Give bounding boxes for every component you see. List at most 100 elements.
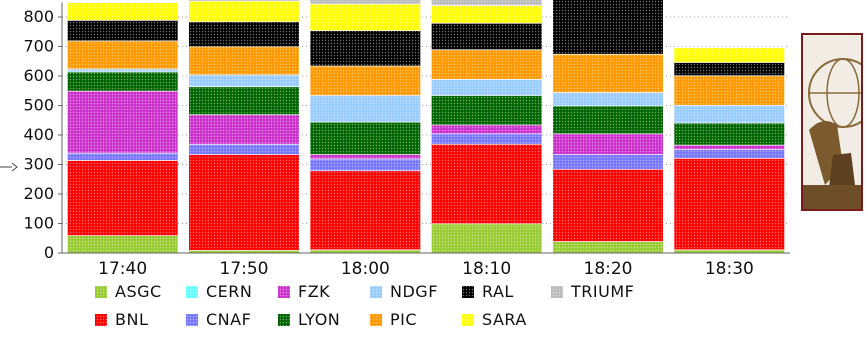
legend-label-lyon: LYON [298, 310, 340, 329]
legend-label-ndgf: NDGF [390, 282, 438, 301]
legend-swatch-texture [186, 314, 198, 326]
bar-texture [189, 21, 299, 47]
axes: 17:40 17:50 18:00 18:10 18:20 18:30 0 100 200 300… [23, 2, 790, 279]
legend-label-ral: RAL [482, 282, 514, 301]
bar-texture [553, 105, 663, 134]
bar-texture [674, 62, 785, 76]
y-tick-label: 200 [23, 184, 54, 203]
legend-label-cern: CERN [206, 282, 252, 301]
y-tick-label: 300 [23, 155, 54, 174]
legend-swatch-texture [95, 314, 107, 326]
bar-texture [189, 114, 299, 144]
legend-swatch-texture [462, 286, 474, 298]
bar-texture [553, 168, 663, 242]
bar-texture [674, 149, 785, 159]
bar-texture [67, 40, 178, 69]
y-tick-label: 700 [23, 37, 54, 56]
y-tick-label: 100 [23, 214, 54, 233]
bar-texture [553, 0, 663, 54]
bar-texture [310, 65, 421, 96]
bar-texture [674, 47, 785, 63]
legend-label-sara: SARA [482, 310, 527, 329]
bar-texture [310, 121, 421, 155]
bar-texture [431, 22, 542, 50]
legend: ASGC CERN FZK NDGF RAL TRIUMF BNL CNAF LYON PIC SA… [95, 282, 634, 329]
bar-texture [431, 143, 542, 224]
plot-area [62, 2, 790, 253]
legend-label-bnl: BNL [115, 310, 148, 329]
legend-swatch-texture [186, 286, 198, 298]
bar-texture [189, 86, 299, 115]
legend-label-fzk: FZK [298, 282, 330, 301]
bar-texture [310, 30, 421, 66]
bar-texture [553, 241, 663, 253]
grid-lines [62, 2, 790, 253]
legend-label-asgc: ASGC [115, 282, 162, 301]
legend-swatch-texture [462, 314, 474, 326]
bar-texture [67, 2, 178, 20]
bar-texture [431, 5, 542, 23]
bar-texture [67, 235, 178, 253]
bar-texture [431, 78, 542, 96]
bar-texture [310, 0, 421, 4]
bar-texture [189, 154, 299, 251]
bar-texture [67, 152, 178, 161]
legend-swatch-texture [370, 286, 382, 298]
legend-swatch-texture [370, 314, 382, 326]
bar-texture [310, 154, 421, 159]
bar-texture [553, 92, 663, 106]
x-tick-label: 18:00 [341, 259, 390, 279]
legend-swatch-texture [551, 286, 563, 298]
x-tick-label: 17:40 [98, 259, 147, 279]
x-tick-label: 17:50 [220, 259, 269, 279]
bar-texture [674, 122, 785, 145]
left-edge-arrow [0, 162, 18, 172]
y-tick-label: 600 [23, 66, 54, 85]
legend-label-cnaf: CNAF [206, 310, 251, 329]
bar-texture [431, 223, 542, 253]
x-tick-label: 18:20 [584, 259, 633, 279]
x-tick-label: 18:30 [705, 259, 754, 279]
bar-texture [189, 46, 299, 75]
legend-label-pic: PIC [390, 310, 417, 329]
bar-texture [67, 71, 178, 91]
bar-texture [553, 53, 663, 93]
bar-texture [431, 49, 542, 79]
legend-label-triumf: TRIUMF [570, 282, 634, 301]
atlas-statue-image [803, 35, 861, 209]
bar-texture [674, 249, 785, 253]
bar-texture [189, 143, 299, 155]
bar-texture [674, 158, 785, 250]
bar-texture [431, 133, 542, 144]
bar-texture [310, 158, 421, 171]
bar-texture [189, 250, 299, 253]
bar-texture [67, 160, 178, 236]
bars [67, 0, 785, 253]
bar-texture [310, 95, 421, 122]
bar-texture [67, 19, 178, 41]
bar-texture [674, 75, 785, 105]
bar-texture [189, 0, 299, 1]
bar-texture [674, 144, 785, 150]
bar-texture [553, 154, 663, 169]
bar-texture [431, 0, 542, 6]
bar-texture [310, 170, 421, 250]
bar-texture [67, 90, 178, 153]
x-tick-label: 18:10 [462, 259, 511, 279]
y-tick-label: 400 [23, 125, 54, 144]
bar-texture [431, 124, 542, 134]
bar-texture [189, 0, 299, 22]
bar-texture [674, 104, 785, 123]
legend-swatch-texture [278, 286, 290, 298]
legend-swatch-texture [278, 314, 290, 326]
bar-texture [553, 133, 663, 155]
y-tick-label: 800 [23, 7, 54, 26]
bar-texture [310, 3, 421, 31]
bar-texture [431, 95, 542, 125]
bar-texture [189, 74, 299, 87]
legend-swatch-texture [95, 286, 107, 298]
framed-picture [801, 33, 863, 211]
y-tick-label: 500 [23, 96, 54, 115]
